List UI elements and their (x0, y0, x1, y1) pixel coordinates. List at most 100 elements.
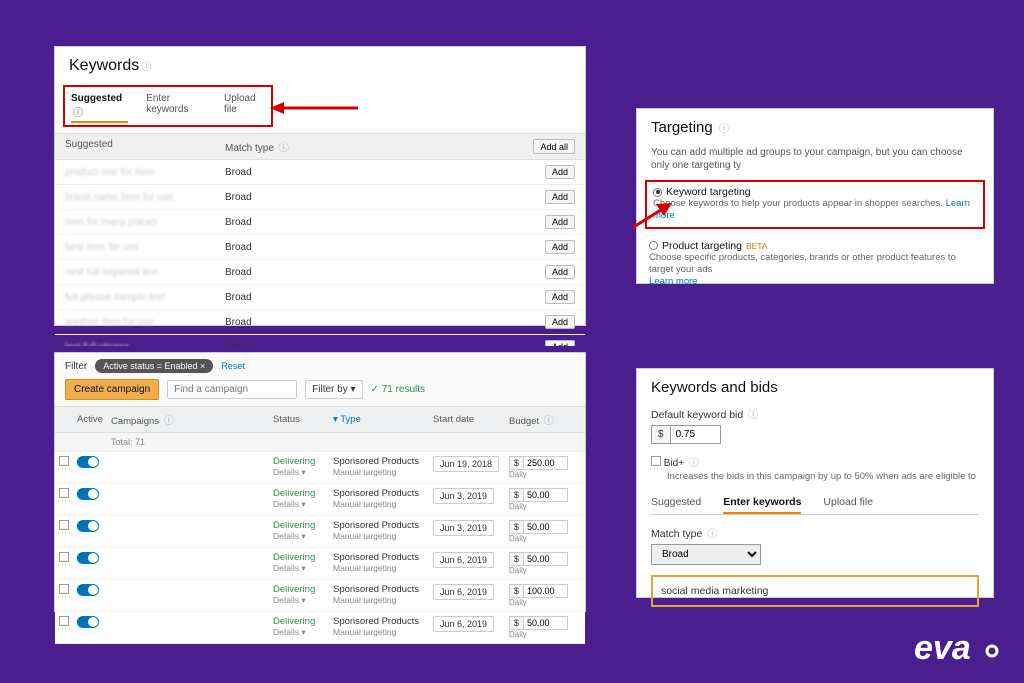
learn-more-link-2[interactable]: Learn more (649, 276, 698, 287)
status-value: Delivering (273, 616, 325, 627)
campaign-type: Sponsored Products (333, 584, 425, 595)
targeting-desc: You can add multiple ad groups to your c… (637, 146, 993, 180)
campaigns-panel: Filter Active status = Enabled × Reset C… (54, 352, 586, 612)
details-link[interactable]: Details ▾ (273, 499, 325, 510)
col-startdate: Start date (429, 407, 505, 433)
row-checkbox[interactable] (59, 456, 69, 466)
add-button[interactable]: Add (545, 290, 575, 304)
filter-chip[interactable]: Active status = Enabled × (95, 359, 213, 373)
campaign-row: DeliveringDetails ▾ Sponsored ProductsMa… (55, 484, 585, 516)
keyword-text: product one for item (65, 167, 225, 178)
col-budget: Budget ⓘ (505, 407, 585, 433)
reset-link[interactable]: Reset (221, 361, 245, 371)
targeting-type: Manual targeting (333, 467, 425, 477)
add-button[interactable]: Add (545, 315, 575, 329)
search-input[interactable] (167, 380, 297, 399)
active-toggle[interactable] (77, 488, 99, 500)
col-type[interactable]: ▾ Type (329, 407, 429, 433)
radio-keyword-targeting[interactable] (653, 188, 662, 197)
col-active: Active (73, 407, 107, 433)
keyword-textbox[interactable]: social media marketing (651, 575, 979, 607)
date-pill[interactable]: Jun 6, 2019 (433, 584, 494, 600)
active-toggle[interactable] (77, 456, 99, 468)
create-campaign-button[interactable]: Create campaign (65, 379, 159, 400)
campaigns-table: Active Campaigns ⓘ Status ▾ Type Start d… (55, 406, 585, 644)
keyword-row: best item for use Broad Add (55, 235, 585, 260)
bid-value-input[interactable] (671, 425, 721, 444)
row-checkbox[interactable] (59, 584, 69, 594)
budget-input[interactable]: $ (509, 616, 581, 630)
filter-bar: Filter Active status = Enabled × Reset (55, 353, 585, 379)
match-type-value: Broad (225, 167, 545, 178)
row-checkbox[interactable] (59, 520, 69, 530)
details-link[interactable]: Details ▾ (273, 531, 325, 542)
date-pill[interactable]: Jun 3, 2019 (433, 520, 494, 536)
active-toggle[interactable] (77, 552, 99, 564)
match-type-select[interactable]: Broad (651, 544, 761, 565)
row-checkbox[interactable] (59, 552, 69, 562)
add-all-button[interactable]: Add all (533, 139, 575, 154)
add-button[interactable]: Add (545, 265, 575, 279)
keyword-text: next full keyword text (65, 267, 225, 278)
match-type-label: Match type ⓘ (651, 525, 979, 540)
budget-input[interactable]: $ (509, 520, 581, 534)
budget-input[interactable]: $ (509, 488, 581, 502)
campaign-type: Sponsored Products (333, 488, 425, 499)
campaign-row: DeliveringDetails ▾ Sponsored ProductsMa… (55, 516, 585, 548)
keywords-title: Keywordsⓘ (55, 47, 585, 85)
active-toggle[interactable] (77, 584, 99, 596)
default-bid-input[interactable]: $ (651, 425, 979, 444)
details-link[interactable]: Details ▾ (273, 563, 325, 574)
details-link[interactable]: Details ▾ (273, 627, 325, 638)
daily-label: Daily (509, 502, 581, 511)
active-toggle[interactable] (77, 616, 99, 628)
keyword-row: next full keyword text Broad Add (55, 260, 585, 285)
col-match-type: Match type ⓘ (225, 139, 533, 154)
radio-product-targeting[interactable] (649, 241, 658, 250)
status-value: Delivering (273, 520, 325, 531)
keywords-bids-title: Keywords and bids (651, 379, 979, 396)
tab-suggested[interactable]: Suggested ⓘ (71, 91, 128, 123)
tab-enter-keywords[interactable]: Enter keywords (146, 91, 206, 123)
add-button[interactable]: Add (545, 240, 575, 254)
keywords-rows[interactable]: product one for item Broad Add brand nam… (55, 160, 585, 346)
bidplus-checkbox[interactable]: Bid+ ⓘ (651, 454, 979, 469)
date-pill[interactable]: Jun 6, 2019 (433, 552, 494, 568)
details-link[interactable]: Details ▾ (273, 595, 325, 606)
filter-by-dropdown[interactable]: Filter by ▾ (305, 380, 362, 399)
keyword-targeting-highlight: Keyword targeting Choose keywords to hel… (645, 180, 985, 229)
date-pill[interactable]: Jun 19, 2018 (433, 456, 499, 472)
tab4-suggested[interactable]: Suggested (651, 492, 701, 514)
date-pill[interactable]: Jun 6, 2019 (433, 616, 494, 632)
add-button[interactable]: Add (545, 215, 575, 229)
targeting-type: Manual targeting (333, 563, 425, 573)
active-toggle[interactable] (77, 520, 99, 532)
product-targeting-desc: Choose specific products, categories, br… (649, 252, 981, 289)
budget-input[interactable]: $ (509, 584, 581, 598)
add-button[interactable]: Add (545, 190, 575, 204)
campaign-type: Sponsored Products (333, 520, 425, 531)
info-icon: ⓘ (141, 62, 151, 73)
eva-logo: eva (914, 629, 1004, 669)
budget-input[interactable]: $ (509, 552, 581, 566)
tab4-upload-file[interactable]: Upload file (823, 492, 873, 514)
add-button[interactable]: Add (545, 340, 575, 346)
details-link[interactable]: Details ▾ (273, 467, 325, 478)
add-button[interactable]: Add (545, 165, 575, 179)
row-checkbox[interactable] (59, 488, 69, 498)
kwbids-tabs: Suggested Enter keywords Upload file (651, 492, 979, 515)
keyword-text: item for many places (65, 217, 225, 228)
tab4-enter-keywords[interactable]: Enter keywords (723, 492, 801, 514)
col-campaigns: Campaigns ⓘ (107, 407, 269, 433)
keyword-targeting-option[interactable]: Keyword targeting (653, 186, 977, 198)
default-bid-label: Default keyword bid ⓘ (651, 406, 979, 421)
daily-label: Daily (509, 534, 581, 543)
row-checkbox[interactable] (59, 616, 69, 626)
targeting-type: Manual targeting (333, 499, 425, 509)
daily-label: Daily (509, 598, 581, 607)
tab-upload-file[interactable]: Upload file (224, 91, 265, 123)
col-suggested: Suggested (65, 139, 225, 154)
product-targeting-option[interactable]: Product targetingBETA Choose specific pr… (637, 237, 993, 292)
date-pill[interactable]: Jun 3, 2019 (433, 488, 494, 504)
budget-input[interactable]: $ (509, 456, 581, 470)
